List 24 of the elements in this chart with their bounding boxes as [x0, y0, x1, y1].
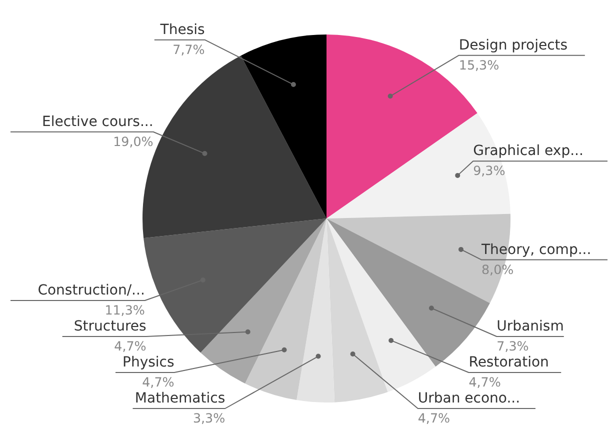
slice-label: Restoration — [468, 354, 549, 370]
data-label: 4,7% — [142, 374, 174, 390]
data-label: 3,3% — [192, 410, 226, 426]
data-label: 7,7% — [172, 42, 205, 57]
slice-label: Design projects — [458, 37, 568, 54]
slice-label: Elective cours... — [42, 114, 154, 130]
data-label: 4,7% — [468, 374, 501, 390]
slice-label: Urbanism — [496, 318, 564, 334]
slice-label: Physics — [122, 354, 174, 370]
slice-label: Graphical exp... — [473, 143, 584, 160]
data-label: 8,0% — [482, 262, 514, 277]
data-label: 11,3% — [104, 302, 145, 318]
slice-label: Mathematics — [134, 390, 226, 406]
data-label: 4,7% — [114, 338, 146, 354]
data-label: 4,7% — [418, 410, 450, 426]
data-label: 15,3% — [458, 57, 500, 72]
data-label: 19,0% — [113, 134, 154, 149]
slice-label: Thesis — [159, 22, 205, 38]
slice-label: Construction/... — [38, 282, 145, 298]
slice-label: Theory, comp... — [480, 242, 592, 258]
slice-label: Urban econo... — [418, 390, 520, 406]
slice-label: Structures — [74, 318, 146, 334]
data-label: 7,3% — [496, 338, 529, 354]
data-label: 9,3% — [473, 163, 506, 178]
